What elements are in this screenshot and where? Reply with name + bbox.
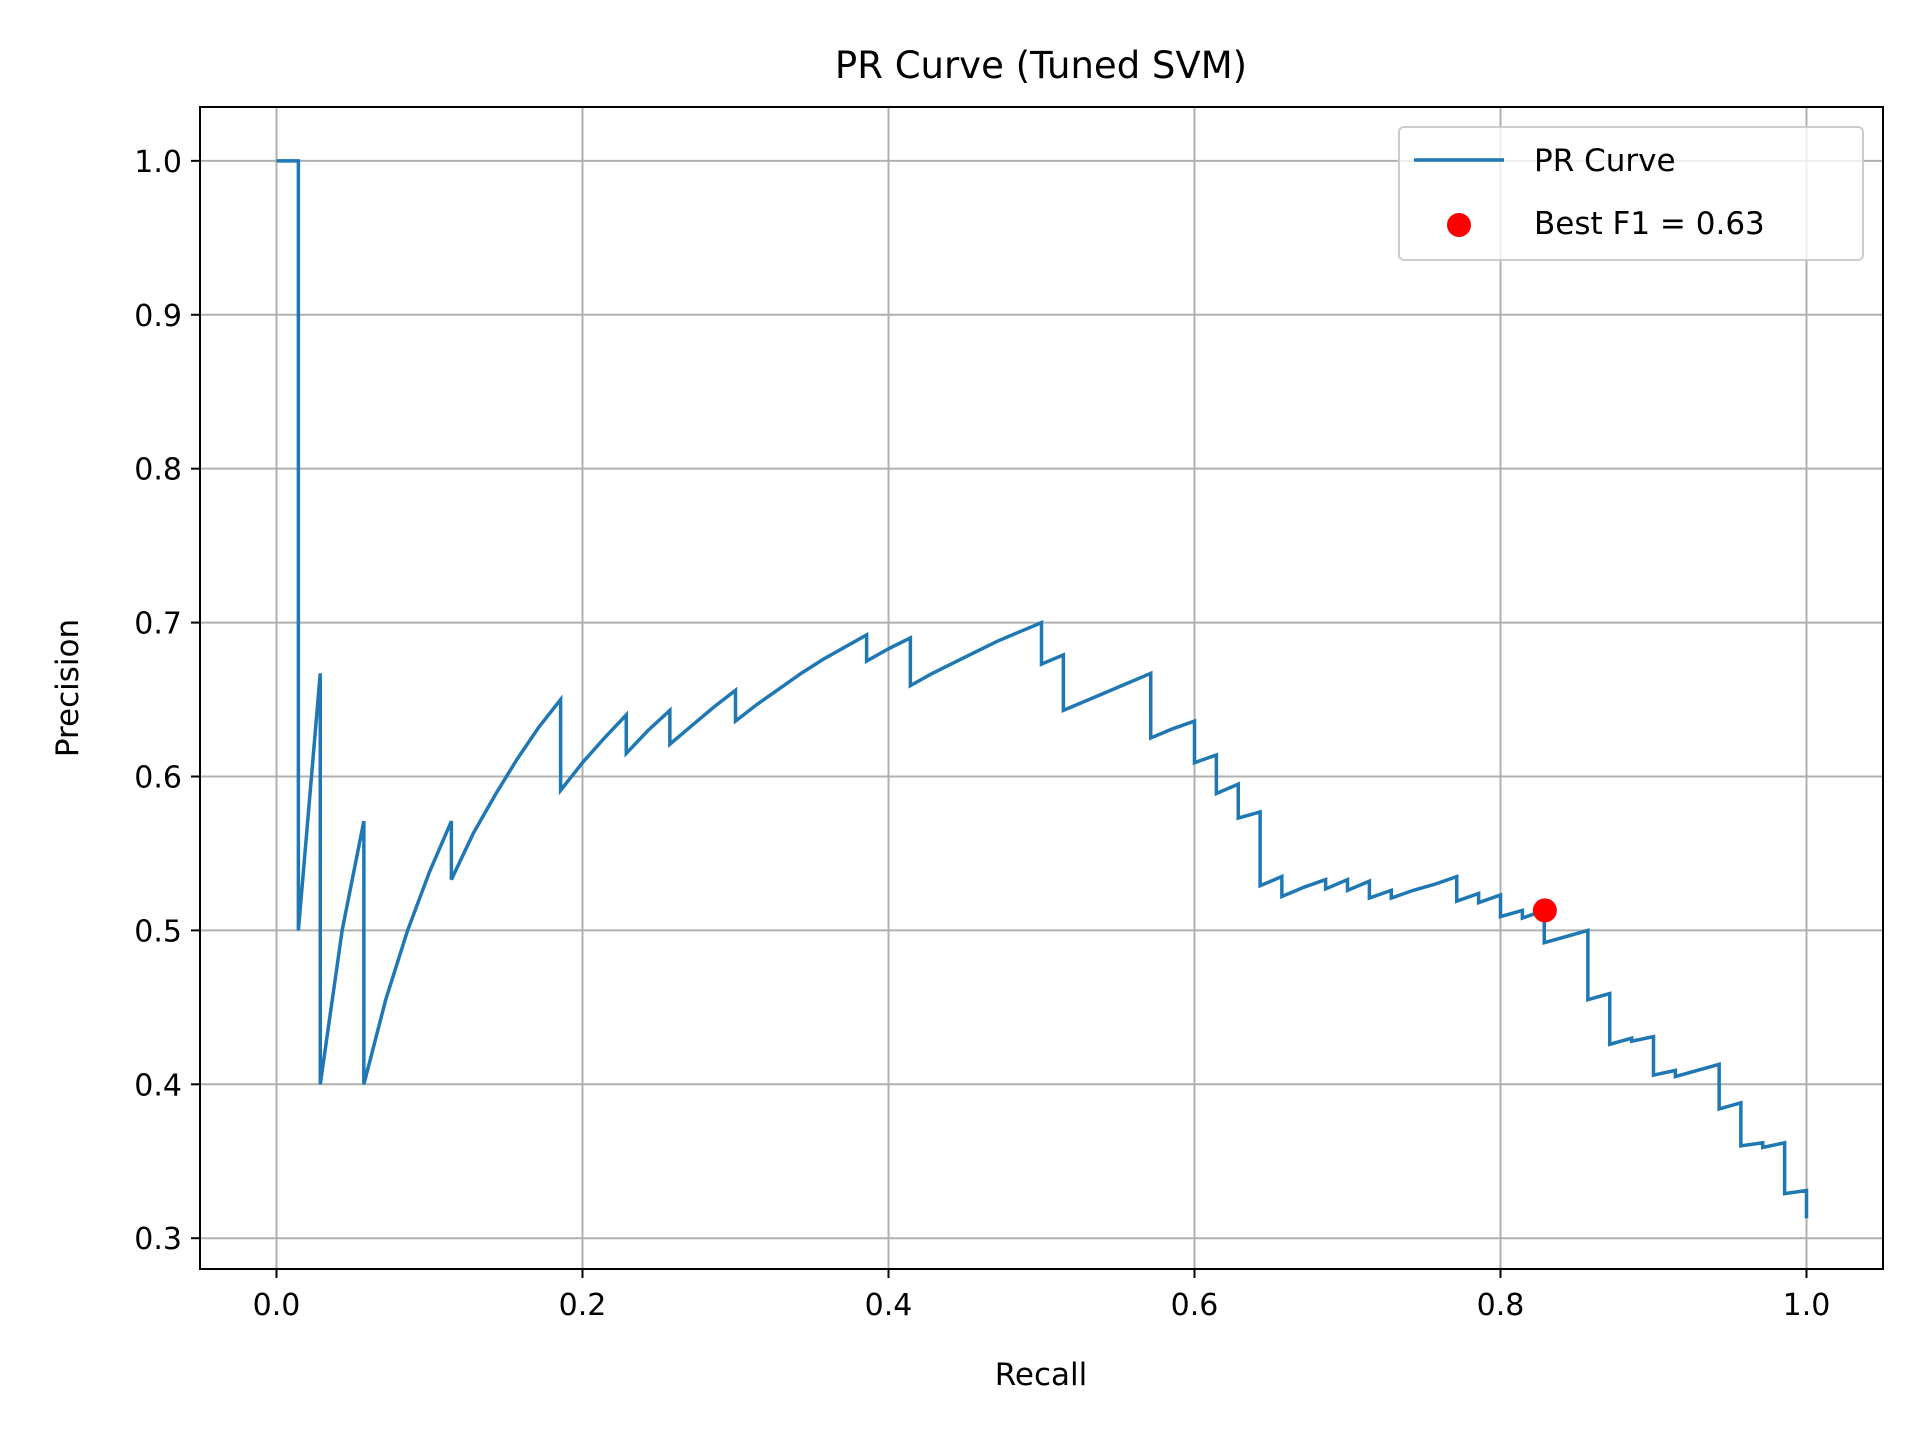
legend-label-best-f1: Best F1 = 0.63: [1534, 206, 1765, 242]
x-tick-label: 0.0: [253, 1288, 301, 1323]
y-tick-label: 0.8: [134, 453, 182, 488]
x-axis-title: Recall: [995, 1357, 1088, 1393]
y-tick-label: 0.5: [134, 914, 182, 949]
y-tick-label: 0.4: [134, 1068, 182, 1103]
y-tick-label: 0.9: [134, 299, 182, 334]
y-tick-label: 0.7: [134, 607, 182, 642]
plot-area-frame: [199, 106, 1884, 1270]
x-tick-label: 0.4: [865, 1288, 913, 1323]
series-layer: [276, 159, 1809, 1219]
y-tick-label: 0.3: [134, 1222, 182, 1257]
y-tick-label: 1.0: [134, 145, 182, 180]
chart-title: PR Curve (Tuned SVM): [835, 44, 1247, 87]
legend-box: [1398, 126, 1864, 261]
legend-label-pr-curve: PR Curve: [1534, 143, 1676, 179]
y-axis-title: Precision: [50, 619, 86, 757]
x-tick-label: 1.0: [1783, 1288, 1831, 1323]
x-tick-label: 0.6: [1171, 1288, 1219, 1323]
x-tick-label: 0.2: [559, 1288, 607, 1323]
x-axis-ticks: 0.0 0.2 0.4 0.6 0.8 1.0: [253, 1269, 1831, 1323]
pr-curve-line: [276, 159, 1809, 1219]
x-tick-label: 0.8: [1477, 1288, 1525, 1323]
legend: PR Curve Best F1 = 0.63: [1398, 126, 1864, 261]
legend-marker-best-f1: [1447, 213, 1471, 237]
y-tick-label: 0.6: [134, 760, 182, 795]
y-axis-ticks: 0.3 0.4 0.5 0.6 0.7 0.8 0.9 1.0: [134, 145, 200, 1257]
best-f1-point: [1532, 898, 1557, 923]
